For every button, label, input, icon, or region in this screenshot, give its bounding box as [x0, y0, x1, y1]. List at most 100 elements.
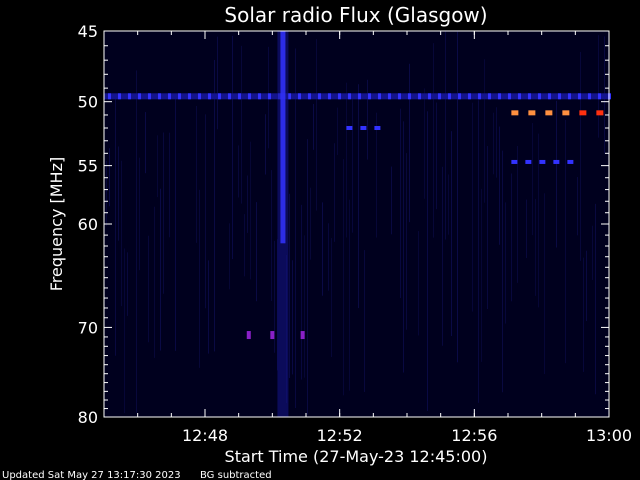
noise-streak	[502, 150, 503, 393]
noise-streak	[115, 96, 116, 356]
weak-dash	[567, 159, 574, 164]
noise-streak	[580, 51, 581, 261]
y-axis-label: Frequency [MHz]	[47, 157, 66, 291]
burst-core	[280, 31, 286, 244]
noise-streak	[484, 59, 485, 203]
y-tick-label: 45	[78, 22, 98, 41]
noise-streak	[409, 63, 410, 223]
noise-streak	[418, 231, 419, 336]
noise-streak	[364, 250, 365, 392]
carrier-dash	[511, 110, 519, 116]
interference-dash	[578, 93, 581, 100]
noise-streak	[349, 199, 350, 391]
interference-dash	[558, 93, 561, 100]
interference-dash	[118, 93, 121, 100]
interference-dash	[458, 93, 461, 100]
interference-dash	[378, 93, 381, 100]
noise-streak	[232, 35, 233, 260]
noise-streak	[157, 135, 158, 198]
noise-streak	[334, 143, 335, 242]
noise-streak	[376, 112, 377, 238]
interference-dash	[328, 93, 331, 100]
noise-streak	[109, 148, 110, 207]
interference-dash	[138, 93, 141, 100]
interference-dash	[588, 93, 591, 100]
noise-streak	[517, 145, 518, 283]
interference-dash	[488, 93, 491, 100]
spot-mark	[270, 331, 275, 340]
noise-streak	[148, 235, 149, 343]
interference-dash	[228, 93, 231, 100]
noise-streak	[106, 160, 107, 226]
interference-dash	[168, 93, 171, 100]
noise-streak	[598, 35, 599, 138]
y-tick-label: 50	[78, 93, 98, 112]
plot-area	[104, 31, 611, 417]
weak-dash	[539, 159, 546, 164]
noise-streak	[271, 170, 272, 302]
noise-streak	[274, 240, 275, 353]
noise-streak	[208, 260, 209, 354]
noise-streak	[535, 198, 536, 296]
x-tick-label: 12:52	[317, 426, 363, 445]
noise-streak	[427, 111, 428, 411]
noise-streak	[118, 146, 119, 241]
carrier-dash	[528, 110, 536, 116]
noise-streak	[136, 70, 137, 413]
noise-streak	[481, 188, 482, 362]
noise-streak	[556, 100, 557, 248]
x-axis-label: Start Time (27-May-23 12:45:00)	[225, 447, 488, 466]
noise-streak	[304, 235, 305, 378]
interference-dash	[408, 93, 411, 100]
noise-streak	[532, 123, 533, 236]
noise-streak	[175, 93, 176, 351]
interference-dash	[598, 93, 601, 100]
noise-streak	[565, 119, 566, 364]
noise-streak	[424, 88, 425, 199]
noise-streak	[595, 203, 596, 395]
noise-streak	[127, 252, 128, 316]
interference-dash	[338, 93, 341, 100]
noise-streak	[307, 139, 308, 415]
noise-streak	[337, 107, 338, 155]
noise-streak	[346, 82, 347, 238]
y-tick-label: 55	[78, 157, 98, 176]
noise-streak	[139, 157, 140, 271]
interference-dash	[388, 93, 391, 100]
noise-streak	[322, 202, 323, 296]
noise-streak	[247, 175, 248, 233]
y-tick-label: 60	[78, 215, 98, 234]
noise-streak	[367, 79, 368, 160]
noise-streak	[217, 36, 218, 130]
interference-band	[104, 93, 609, 100]
interference-dash	[538, 93, 541, 100]
interference-dash	[288, 93, 291, 100]
interference-dash	[398, 93, 401, 100]
noise-streak	[586, 250, 587, 322]
noise-streak	[406, 153, 407, 330]
noise-streak	[229, 223, 230, 290]
noise-streak	[163, 132, 164, 294]
spot-mark	[246, 331, 251, 340]
interference-dash	[548, 93, 551, 100]
interference-dash	[188, 93, 191, 100]
interference-dash	[448, 93, 451, 100]
noise-streak	[391, 166, 392, 235]
noise-streak	[526, 199, 527, 258]
interference-dash	[468, 93, 471, 100]
noise-streak	[295, 48, 296, 409]
noise-streak	[214, 59, 215, 352]
weak-dash	[346, 125, 353, 130]
interference-dash	[318, 93, 321, 100]
chart-title: Solar radio Flux (Glasgow)	[224, 3, 487, 27]
weak-dash	[360, 125, 367, 130]
carrier-dash	[579, 110, 587, 116]
carrier-dash	[596, 110, 604, 116]
noise-streak	[451, 131, 452, 337]
noise-streak	[436, 102, 437, 210]
noise-streak	[592, 225, 593, 280]
interference-dash	[198, 93, 201, 100]
interference-dash	[148, 93, 151, 100]
noise-streak	[256, 202, 257, 302]
